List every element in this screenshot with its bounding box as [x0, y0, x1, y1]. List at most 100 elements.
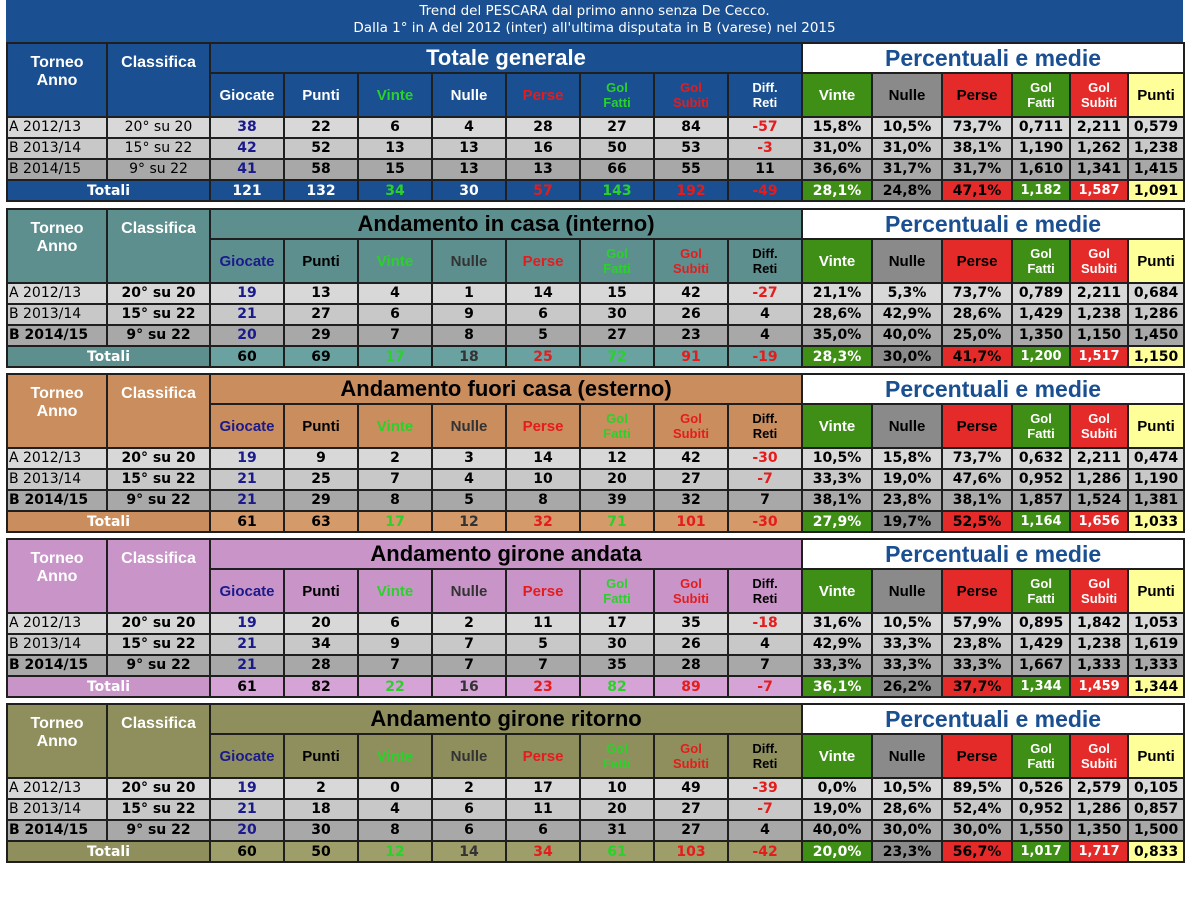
value-cell: 9: [431, 303, 507, 326]
total-pct-value: 1,017: [1011, 840, 1072, 863]
total-pct-value: 1,164: [1011, 510, 1072, 533]
col-header: Vinte: [357, 403, 433, 449]
value-cell: 20: [579, 798, 655, 821]
value-cell: 1,667: [1011, 654, 1072, 677]
value-cell: 34: [283, 633, 359, 656]
totals-label: Totali: [6, 345, 211, 368]
total-pct-value: 36,1%: [801, 675, 874, 698]
total-value: 91: [653, 345, 729, 368]
value-cell: 84: [653, 116, 729, 139]
value-cell: 0,0%: [801, 777, 874, 800]
value-cell: 2,211: [1069, 447, 1130, 470]
value-cell: 7: [431, 633, 507, 656]
col-header: Vinte: [357, 238, 433, 284]
pct-col-header: Nulle: [871, 733, 944, 779]
value-cell: 89,5%: [941, 777, 1014, 800]
totals-row: Totali 61 82 22 16 23 82 89 -7 36,1% 26,2% 37,7% 1,3…: [6, 675, 1186, 698]
pct-col-header: Gol Fatti: [1011, 238, 1072, 284]
value-cell: 27: [653, 798, 729, 821]
classifica-cell: 20° su 20: [106, 116, 211, 139]
total-pct-value: 1,656: [1069, 510, 1130, 533]
value-cell: 13: [431, 158, 507, 181]
value-cell: 1,190: [1011, 137, 1072, 160]
col-header: Punti: [283, 568, 359, 614]
value-cell: 1,286: [1069, 798, 1130, 821]
value-cell: 1: [431, 282, 507, 305]
value-cell: 49: [653, 777, 729, 800]
value-cell: 20: [209, 819, 285, 842]
value-cell: 1,610: [1011, 158, 1072, 181]
pct-col-header: Punti: [1127, 403, 1186, 449]
table-row: B 2014/15 9° su 22 20 30 8 6 6 31 27 4 40,0% 30,0% 3…: [6, 819, 1186, 842]
value-cell: 30: [579, 633, 655, 656]
total-value: 17: [357, 345, 433, 368]
title-line-2: Dalla 1° in A del 2012 (inter) all'ultim…: [353, 20, 836, 36]
value-cell: 2: [283, 777, 359, 800]
total-value: 72: [579, 345, 655, 368]
value-cell: 17: [505, 777, 581, 800]
classifica-cell: 15° su 22: [106, 633, 211, 656]
stat-table: Torneo Anno Classifica Andamento fuori casa…: [6, 373, 1186, 533]
torneo-anno-cell: A 2012/13: [6, 116, 108, 139]
value-cell: 30,0%: [871, 819, 944, 842]
value-cell: 38,1%: [941, 489, 1014, 512]
value-cell: 1,429: [1011, 633, 1072, 656]
classifica-cell: 20° su 20: [106, 777, 211, 800]
torneo-anno-cell: B 2013/14: [6, 468, 108, 491]
value-cell: 17: [579, 612, 655, 635]
value-cell: 1,619: [1127, 633, 1186, 656]
value-cell: 13: [431, 137, 507, 160]
table-row: B 2014/15 9° su 22 21 29 8 5 8 39 32 7 38,1% 23,8% 3…: [6, 489, 1186, 512]
total-pct-value: 28,3%: [801, 345, 874, 368]
total-value: 103: [653, 840, 729, 863]
value-cell: 38,1%: [941, 137, 1014, 160]
percentuali-title: Percentuali e medie: [801, 208, 1186, 240]
value-cell: 4: [726, 324, 804, 347]
value-cell: 25: [283, 468, 359, 491]
value-cell: 20: [209, 324, 285, 347]
table-row: A 2012/13 20° su 20 38 22 6 4 28 27 84 -57 15,8% 10…: [6, 116, 1186, 139]
col-header: Vinte: [357, 733, 433, 779]
torneo-anno-header: Torneo Anno: [6, 42, 108, 118]
total-pct-value: 1,033: [1127, 510, 1186, 533]
value-cell: 4: [357, 798, 433, 821]
value-cell: 1,341: [1069, 158, 1130, 181]
pct-col-header: Gol Subiti: [1069, 403, 1130, 449]
total-pct-value: 1,459: [1069, 675, 1130, 698]
total-value: 12: [431, 510, 507, 533]
table-row: B 2014/15 9° su 22 20 29 7 8 5 27 23 4 35,0% 40,0% 2…: [6, 324, 1186, 347]
value-cell: 0,895: [1011, 612, 1072, 635]
totals-label: Totali: [6, 510, 211, 533]
torneo-anno-cell: B 2014/15: [6, 819, 108, 842]
block-title: Andamento girone andata: [208, 538, 804, 570]
value-cell: 28,6%: [941, 303, 1014, 326]
col-header: Gol Subiti: [653, 568, 729, 614]
value-cell: -3: [726, 137, 804, 160]
pct-col-header: Nulle: [871, 568, 944, 614]
total-value: -30: [726, 510, 804, 533]
pct-col-header: Vinte: [801, 72, 874, 118]
pct-col-header: Punti: [1127, 568, 1186, 614]
value-cell: 5: [505, 633, 581, 656]
value-cell: 4: [431, 468, 507, 491]
torneo-anno-header: Torneo Anno: [6, 208, 108, 284]
value-cell: -18: [726, 612, 804, 635]
total-value: 61: [579, 840, 655, 863]
total-value: 32: [505, 510, 581, 533]
value-cell: 27: [579, 116, 655, 139]
value-cell: 10: [505, 468, 581, 491]
col-header: Punti: [283, 733, 359, 779]
stat-table: Torneo Anno Classifica Andamento girone and…: [6, 538, 1186, 698]
value-cell: 7: [726, 654, 804, 677]
value-cell: 11: [505, 798, 581, 821]
pct-col-header: Nulle: [871, 238, 944, 284]
value-cell: 13: [357, 137, 433, 160]
value-cell: 1,238: [1069, 633, 1130, 656]
torneo-anno-header: Torneo Anno: [6, 703, 108, 779]
value-cell: 13: [505, 158, 581, 181]
total-pct-value: 1,344: [1011, 675, 1072, 698]
block-title: Andamento fuori casa (esterno): [208, 373, 804, 405]
classifica-cell: 9° su 22: [106, 654, 211, 677]
value-cell: 3: [431, 447, 507, 470]
classifica-cell: 20° su 20: [106, 447, 211, 470]
